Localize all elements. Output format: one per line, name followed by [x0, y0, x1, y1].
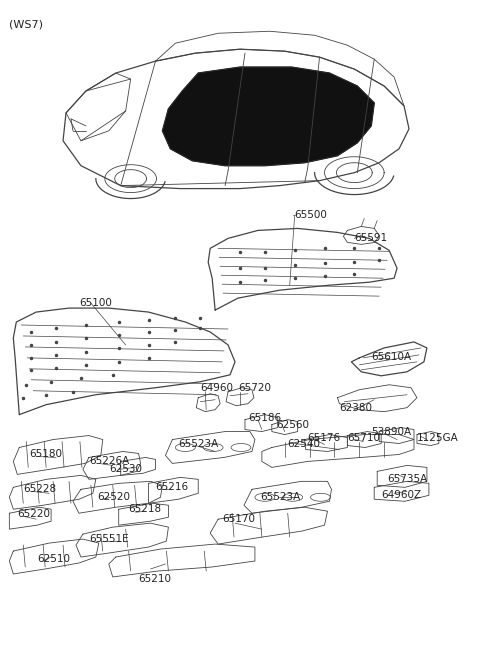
Text: 65735A: 65735A — [387, 474, 427, 484]
Text: 65170: 65170 — [222, 514, 255, 524]
Text: 65210: 65210 — [139, 574, 171, 584]
Text: 65186: 65186 — [248, 413, 281, 422]
Text: 65220: 65220 — [17, 509, 50, 519]
Text: 64960Z: 64960Z — [381, 490, 421, 501]
Text: 65176: 65176 — [308, 432, 341, 443]
Text: 65228: 65228 — [23, 484, 56, 495]
Text: 65218: 65218 — [129, 504, 162, 514]
Text: 62380: 62380 — [339, 403, 372, 413]
Text: 64960: 64960 — [200, 382, 233, 393]
Text: 53890A: 53890A — [371, 426, 411, 436]
Polygon shape — [162, 67, 374, 166]
Text: 65523A: 65523A — [260, 492, 300, 502]
Text: 65523A: 65523A — [179, 438, 218, 449]
Text: 65591: 65591 — [354, 234, 387, 243]
Text: (WS7): (WS7) — [9, 19, 43, 30]
Text: 62510: 62510 — [37, 554, 70, 564]
Text: 1125GA: 1125GA — [417, 432, 459, 443]
Text: 62530: 62530 — [109, 464, 142, 474]
Text: 65216: 65216 — [156, 482, 189, 492]
Text: 65710: 65710 — [348, 432, 380, 443]
Text: 65720: 65720 — [238, 382, 271, 393]
Text: 65610A: 65610A — [371, 352, 411, 362]
Text: 65100: 65100 — [79, 298, 112, 308]
Text: 62560: 62560 — [276, 420, 309, 430]
Text: 62540: 62540 — [288, 438, 321, 449]
Text: 65500: 65500 — [295, 211, 327, 220]
Text: 65551E: 65551E — [89, 534, 129, 544]
Text: 62520: 62520 — [97, 492, 130, 502]
Text: 65180: 65180 — [29, 449, 62, 459]
Text: 65226A: 65226A — [89, 457, 129, 466]
